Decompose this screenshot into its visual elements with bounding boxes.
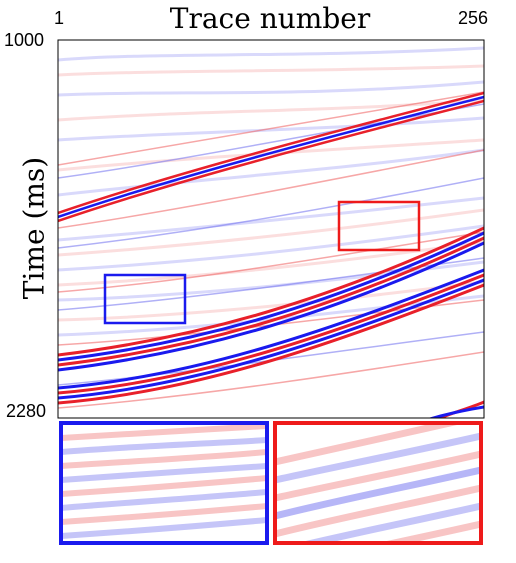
x-tick-start: 1: [54, 8, 65, 28]
zoom-panel-blue-frame: [59, 421, 269, 545]
blue-highlight-box: [103, 273, 187, 325]
red-highlight-box: [337, 200, 421, 252]
y-tick-top: 1000: [4, 30, 45, 50]
zoom-panel-blue: [59, 421, 269, 545]
section-frame: [57, 39, 485, 419]
zoom-panel-red: [273, 421, 483, 545]
reflector-3: [58, 268, 484, 405]
y-tick-bottom: 2280: [6, 401, 47, 421]
weak-reflectors: [58, 91, 484, 409]
zoom-panel-red-frame: [273, 421, 483, 545]
seismic-section: [57, 39, 485, 419]
reflector-2: [58, 226, 484, 372]
reflector-1: [58, 91, 484, 223]
reflector-4: [427, 400, 484, 418]
x-tick-end: 256: [458, 8, 489, 28]
x-axis-title: Trace number: [169, 2, 371, 35]
